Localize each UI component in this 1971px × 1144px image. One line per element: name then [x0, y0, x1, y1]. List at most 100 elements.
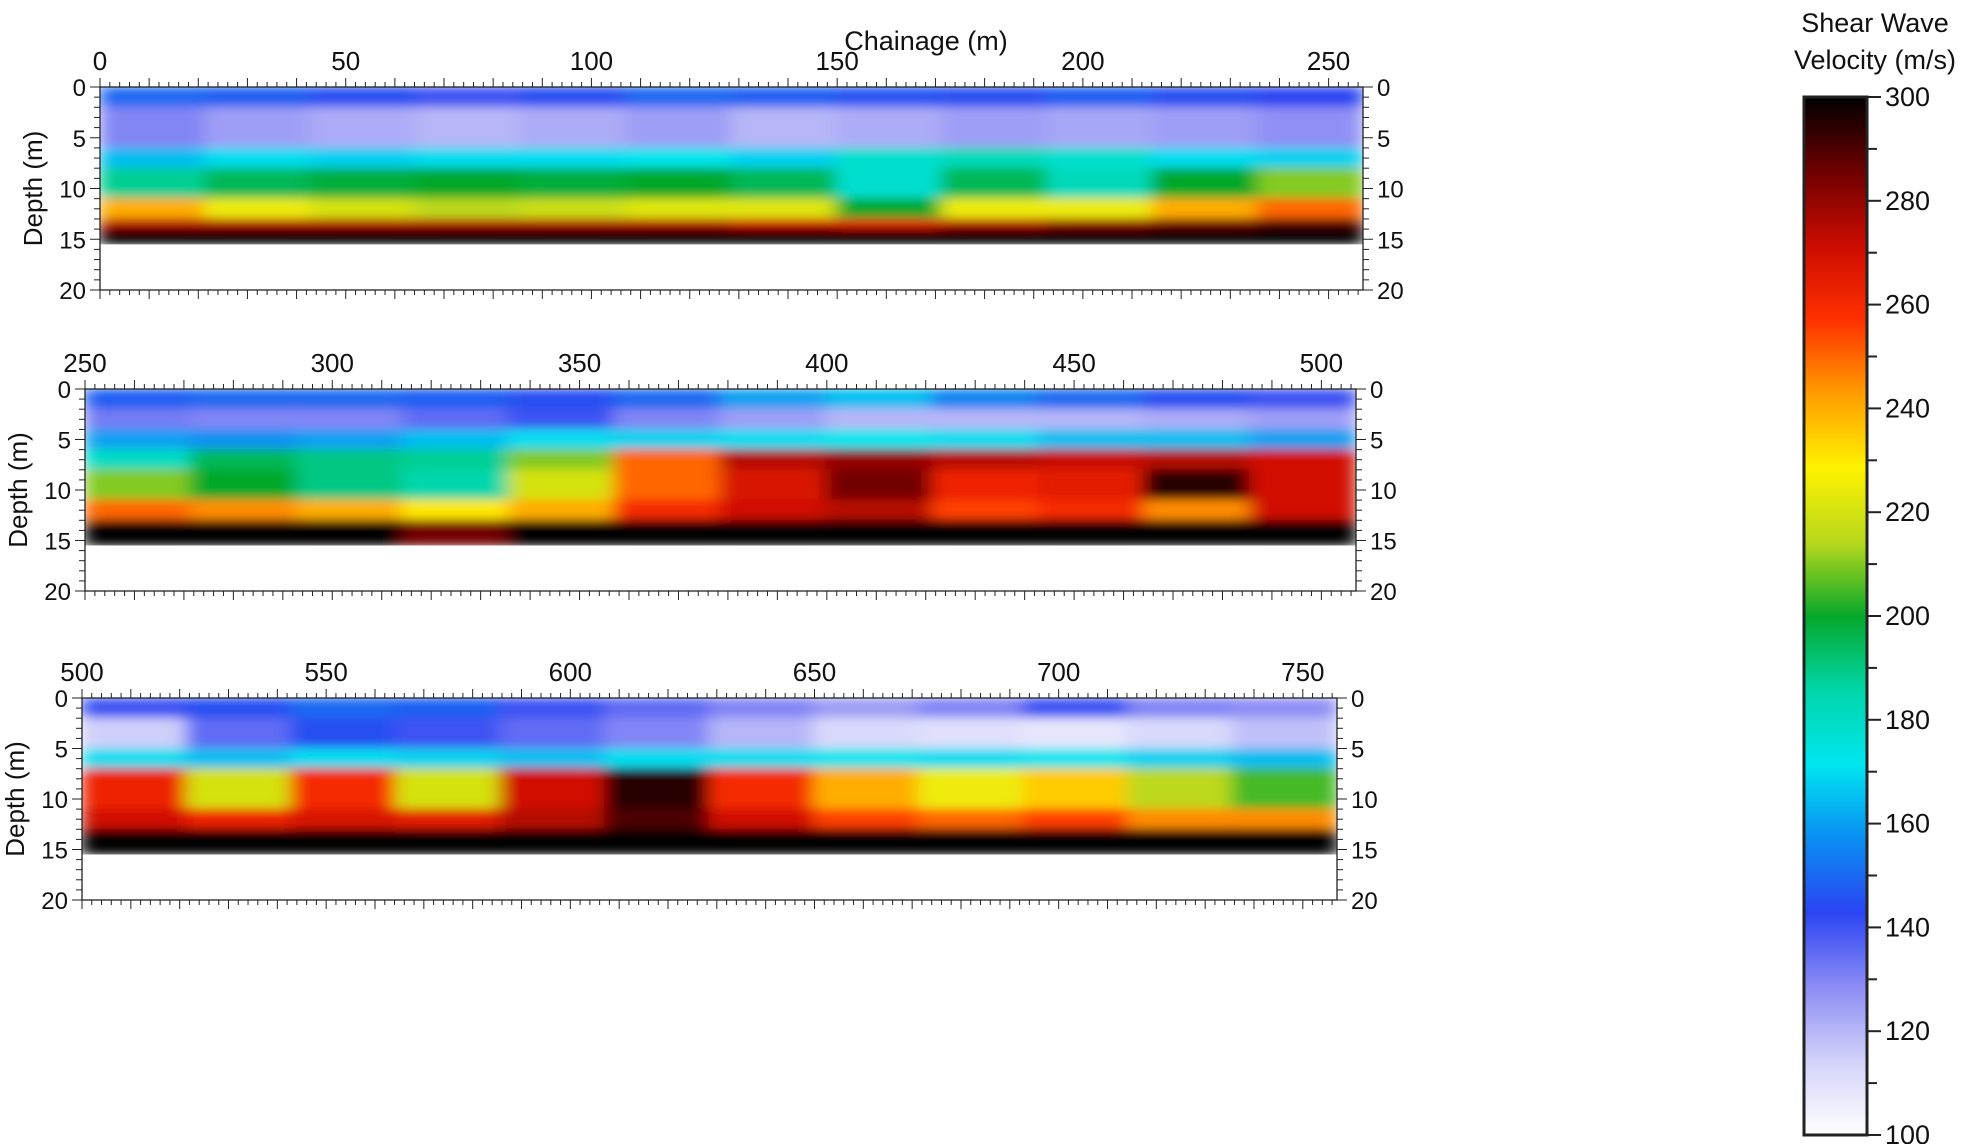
heatmap-cell	[295, 519, 404, 546]
heatmap-cell	[1249, 519, 1356, 546]
heatmap-cell	[1143, 389, 1252, 410]
heatmap-cell	[401, 389, 510, 410]
heatmap-cell	[931, 519, 1040, 546]
colorbar-tick-label: 140	[1885, 912, 1930, 942]
heatmap-cell	[185, 768, 293, 810]
x-tick-label: 150	[815, 46, 858, 76]
heatmap-cell	[520, 198, 628, 220]
heatmap-cell	[85, 449, 192, 471]
heatmap-cell	[603, 808, 711, 830]
heatmap-cell	[931, 469, 1040, 501]
y-tick-label-left: 0	[55, 686, 68, 713]
heatmap-cell	[1231, 698, 1337, 719]
heatmap-cell	[730, 198, 838, 220]
heatmap-cell	[1022, 748, 1129, 770]
heatmap-cell	[414, 87, 522, 108]
heatmap-cell	[401, 519, 510, 546]
x-axis-title: Chainage (m)	[844, 26, 1008, 56]
heatmap-cell	[1249, 469, 1356, 501]
heatmap-cell	[603, 698, 711, 719]
heatmap-cell	[917, 717, 1025, 749]
heatmap-cell	[85, 408, 192, 430]
heatmap-cell	[917, 808, 1025, 830]
colorbar-tick-label: 260	[1885, 290, 1930, 320]
y-tick-label-right: 20	[1370, 579, 1397, 606]
heatmap-cell	[520, 87, 628, 108]
heatmap-cell	[189, 389, 298, 410]
x-tick-label: 300	[311, 348, 354, 378]
y-tick-label-left: 5	[55, 737, 68, 764]
heatmap-cell	[290, 828, 397, 855]
heatmap-cell	[1143, 519, 1252, 546]
heatmap-cell	[309, 106, 417, 149]
heatmap-cell	[1249, 499, 1356, 521]
heatmap-cell	[1046, 218, 1154, 230]
y-axis-title: Depth (m)	[18, 131, 48, 247]
heatmap-cell	[204, 218, 312, 230]
heatmap-cell	[825, 469, 934, 501]
heatmap-cell	[499, 808, 606, 830]
x-tick-label: 650	[793, 657, 836, 687]
heatmap-cell	[1151, 167, 1259, 200]
y-tick-label-left: 10	[44, 478, 71, 505]
colorbar-tick-label: 300	[1885, 82, 1930, 112]
colorbar-title-line1: Shear Wave	[1801, 8, 1949, 38]
heatmap-cell	[401, 428, 510, 451]
heatmap-cell	[394, 828, 502, 855]
heatmap-cell	[507, 408, 616, 430]
heatmap-cell	[1046, 198, 1154, 220]
heatmap-cell	[85, 428, 192, 451]
colorbar-tick-label: 160	[1885, 809, 1930, 839]
heatmap-cell	[507, 499, 616, 521]
heatmap-cell	[185, 828, 293, 855]
heatmap-cell	[507, 449, 616, 471]
y-tick-label-left: 5	[58, 428, 71, 455]
y-tick-label-right: 15	[1351, 838, 1378, 865]
heatmap-cell	[708, 808, 816, 830]
heatmap-cell	[499, 748, 606, 770]
heatmap-cell	[941, 228, 1049, 245]
y-tick-label-left: 10	[59, 177, 86, 204]
heatmap-cell	[825, 408, 934, 430]
x-tick-label: 200	[1061, 46, 1104, 76]
heatmap-cell	[1037, 499, 1146, 521]
x-tick-label: 450	[1052, 348, 1095, 378]
heatmap-cell	[1249, 389, 1356, 410]
heatmap-cell	[1126, 768, 1234, 810]
heatmap-cell	[290, 717, 397, 749]
heatmap-cell	[941, 218, 1049, 230]
heatmap-cell	[1126, 808, 1234, 830]
y-tick-label-right: 20	[1351, 888, 1378, 915]
y-tick-label-right: 20	[1377, 278, 1404, 305]
heatmap-cell	[1256, 87, 1363, 108]
heatmap-cell	[204, 228, 312, 245]
heatmap-cell	[625, 106, 733, 149]
heatmap-cells	[85, 389, 1356, 546]
colorbar-tick-label: 280	[1885, 186, 1930, 216]
heatmap-cell	[835, 218, 943, 230]
heatmap-cell	[414, 218, 522, 230]
x-axis-ticks	[81, 689, 1333, 909]
heatmap-cell	[941, 147, 1049, 169]
heatmap-cell	[613, 428, 722, 451]
heatmap-cell	[185, 698, 293, 719]
heatmap-cell	[100, 147, 207, 169]
heatmap-cell	[507, 519, 616, 546]
x-tick-label: 50	[331, 46, 360, 76]
heatmap-cell	[1126, 828, 1234, 855]
heatmap-cell	[189, 408, 298, 430]
heatmap-cells	[82, 698, 1337, 855]
x-tick-label: 600	[549, 657, 592, 687]
y-tick-label-right: 15	[1370, 529, 1397, 556]
heatmap-cell	[613, 469, 722, 501]
heatmap-cell	[931, 449, 1040, 471]
heatmap-cell	[309, 198, 417, 220]
x-tick-label: 350	[558, 348, 601, 378]
heatmap-cell	[708, 748, 816, 770]
heatmap-cell	[708, 717, 816, 749]
heatmap-cell	[507, 469, 616, 501]
heatmap-cell	[85, 499, 192, 521]
heatmap-cell	[835, 198, 943, 220]
y-axis-title: Depth (m)	[0, 741, 30, 857]
heatmap-cell	[394, 717, 502, 749]
